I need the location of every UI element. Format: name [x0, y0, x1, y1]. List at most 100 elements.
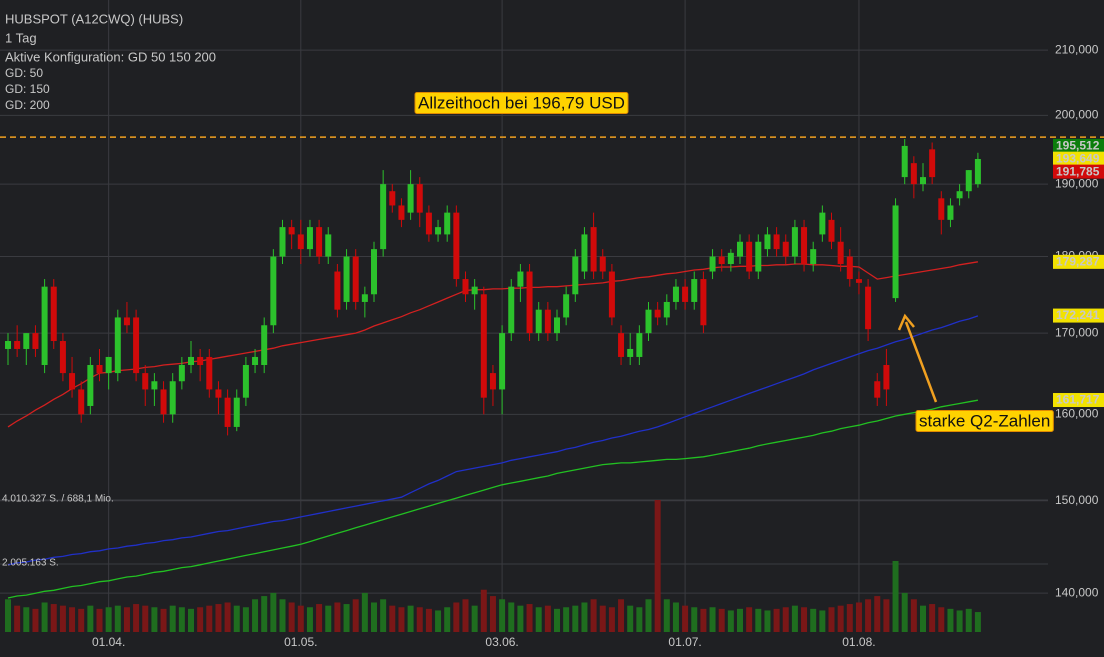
volume-bar: [810, 608, 817, 632]
volume-bar: [764, 610, 771, 632]
candle-body: [371, 249, 377, 295]
candle-body: [855, 279, 862, 283]
volume-bar: [663, 599, 670, 632]
candle-body: [50, 286, 57, 342]
volume-bar: [974, 612, 981, 632]
candle-body: [489, 373, 496, 390]
volume-bar: [947, 608, 954, 632]
volume-bar: [23, 607, 30, 632]
candle-body: [114, 317, 121, 374]
candle-body: [14, 341, 21, 349]
volume-bar: [160, 608, 167, 632]
candle-body: [87, 365, 94, 406]
volume-bar: [746, 607, 753, 632]
volume-bar: [462, 599, 469, 632]
candle-body: [810, 249, 817, 265]
candle-body: [554, 317, 560, 334]
volume-tick-label: 4.010.327 S. / 688,1 Mio.: [2, 494, 114, 505]
price-label: 172,241: [1056, 308, 1100, 322]
volume-bar: [563, 607, 570, 632]
candle-body: [343, 256, 350, 302]
volume-bar: [32, 608, 39, 632]
candle-body: [41, 286, 48, 366]
candle-body: [444, 212, 451, 235]
candle-body: [663, 301, 670, 318]
candle-body: [306, 227, 313, 250]
legend-entry: GD: 150: [5, 82, 50, 96]
volume-bar: [608, 607, 615, 632]
legend-entry: GD: 200: [5, 98, 50, 112]
volume-bar: [252, 599, 259, 632]
candle-body: [5, 341, 11, 349]
candle-body: [700, 279, 707, 326]
volume-bar: [316, 604, 323, 632]
candle-body: [334, 271, 341, 310]
volume-bar: [572, 605, 579, 632]
candle-body: [215, 389, 222, 398]
volume-bar: [727, 610, 734, 632]
candle-body: [709, 256, 716, 272]
arrow-head: [897, 313, 915, 331]
volume-bar: [718, 608, 725, 632]
volume-bar: [938, 607, 945, 632]
candle-body: [837, 241, 844, 265]
candles: [5, 139, 981, 436]
volume-bar: [352, 599, 359, 632]
volume-bar: [535, 607, 542, 632]
legend-entry: GD: 50: [5, 66, 43, 80]
candle-body: [288, 227, 295, 235]
volume-bar: [178, 607, 185, 632]
annotation-box: [414, 91, 629, 114]
candle-body: [682, 286, 689, 302]
volume-bar: [297, 605, 304, 632]
candle-body: [398, 205, 405, 220]
candle-body: [380, 184, 387, 250]
candle-body: [965, 170, 972, 192]
volume-bar: [691, 607, 698, 632]
candle-body: [279, 227, 286, 257]
candle-body: [627, 348, 634, 357]
candle-body: [453, 212, 460, 280]
volume-bar: [682, 605, 689, 632]
candle-body: [801, 227, 808, 265]
y-tick-label: 190,000: [1055, 176, 1099, 190]
volume-bar: [544, 605, 551, 632]
volume-bar: [142, 605, 149, 632]
x-tick-label: 01.05.: [284, 635, 317, 649]
volume-bar: [105, 607, 112, 632]
volume-bar: [114, 605, 121, 632]
candle-body: [242, 365, 249, 398]
volume-bar: [700, 608, 707, 632]
volume-bar: [855, 602, 862, 632]
volume-bar: [910, 599, 917, 632]
moving-average-line: [7, 399, 979, 599]
volume-bar: [343, 604, 350, 632]
volume-bar: [87, 605, 94, 632]
volume-bar: [782, 607, 789, 632]
price-label-box: [1053, 151, 1104, 166]
candle-body: [188, 356, 194, 366]
candle-body: [297, 234, 304, 250]
price-label: 161,717: [1056, 393, 1100, 407]
y-tick-label: 160,000: [1055, 406, 1099, 420]
volume-bar: [791, 605, 798, 632]
candle-body: [526, 271, 533, 334]
candle-body: [435, 227, 442, 235]
candle-body: [151, 381, 158, 390]
volume-bar: [59, 605, 66, 632]
candle-body: [608, 271, 615, 318]
candle-body: [672, 286, 679, 302]
candle-body: [581, 234, 588, 272]
candle-body: [563, 294, 570, 318]
candle-body: [791, 227, 798, 257]
volume-bar: [599, 605, 606, 632]
volume-bar: [380, 599, 387, 632]
candle-body: [892, 205, 899, 299]
volume-bar: [499, 599, 506, 632]
candle-body: [590, 227, 597, 272]
candle-body: [316, 227, 323, 257]
candle-body: [535, 309, 542, 334]
x-tick-label: 01.07.: [668, 635, 701, 649]
candle-body: [645, 309, 652, 334]
volume-bar: [865, 599, 872, 632]
